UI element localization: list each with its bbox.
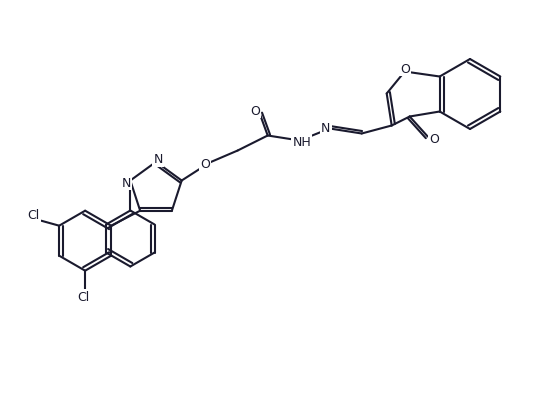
Text: O: O <box>200 158 209 170</box>
Text: Cl: Cl <box>77 290 89 304</box>
Text: N: N <box>122 176 131 190</box>
Text: O: O <box>250 105 259 118</box>
Text: N: N <box>153 153 163 166</box>
Text: O: O <box>429 133 438 146</box>
Text: O: O <box>400 63 410 76</box>
Text: NH: NH <box>292 136 311 149</box>
Text: Cl: Cl <box>27 209 39 222</box>
Text: N: N <box>321 122 330 135</box>
